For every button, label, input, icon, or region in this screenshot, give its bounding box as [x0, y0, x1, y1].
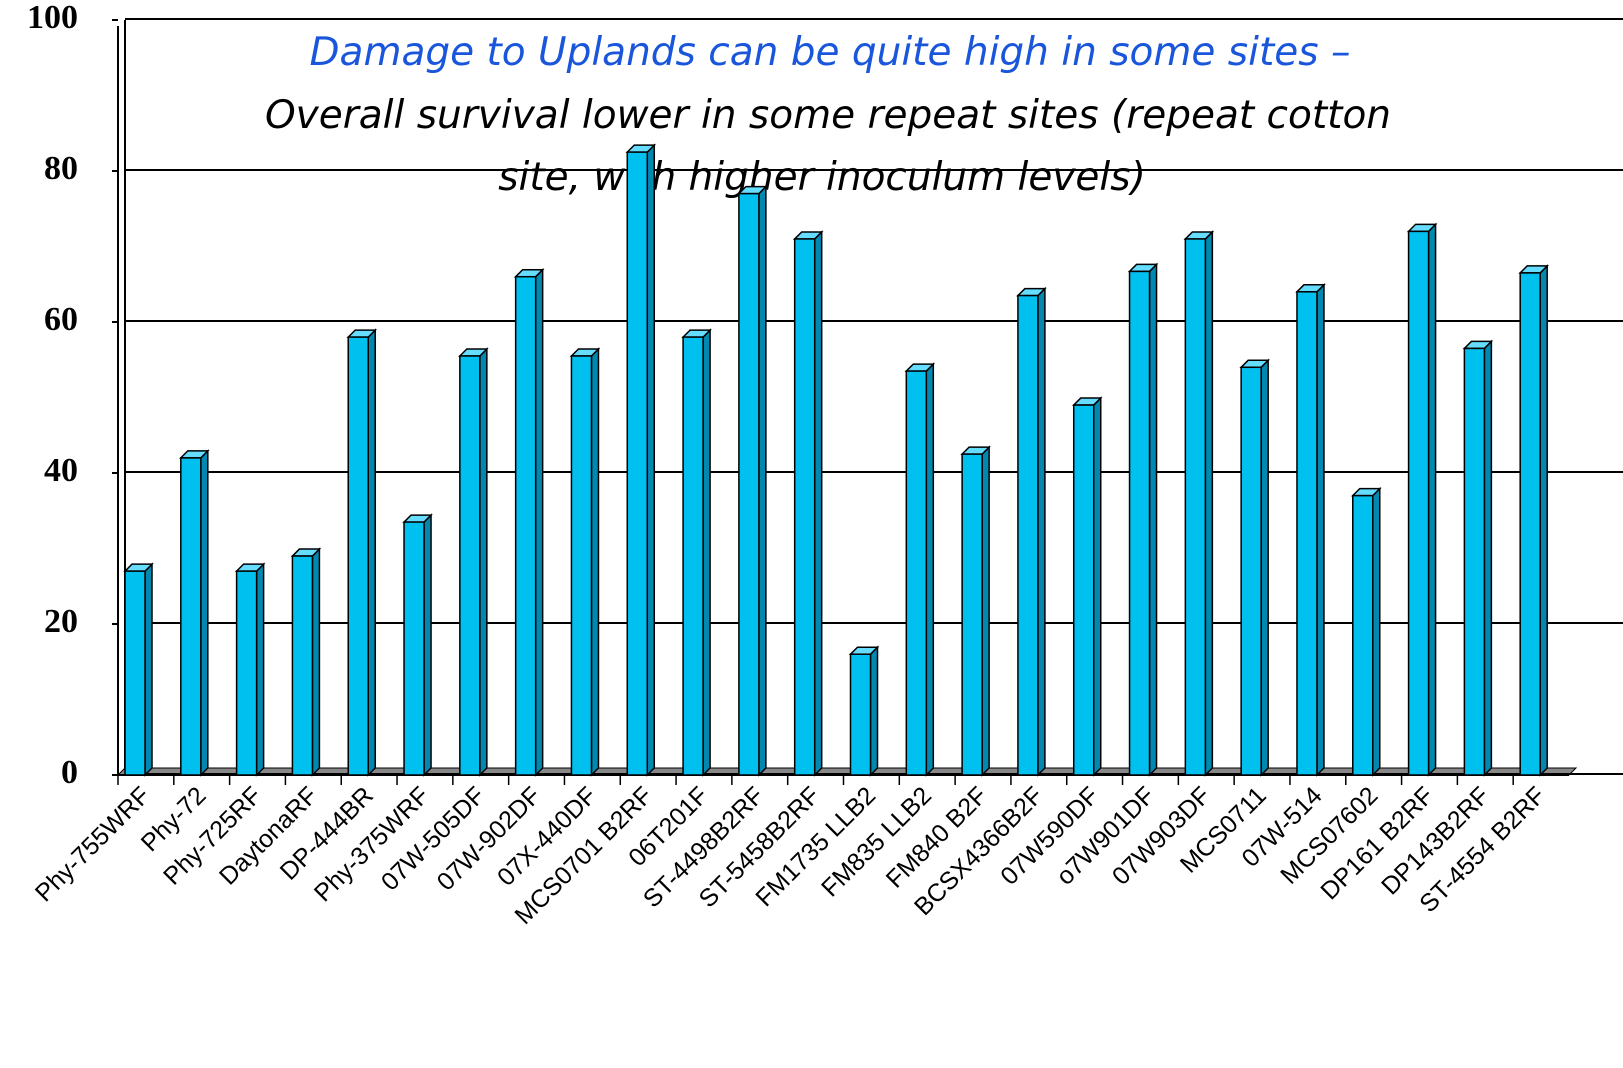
bar-side — [1539, 264, 1548, 777]
bar-side — [869, 645, 879, 777]
bar — [849, 653, 872, 776]
bar — [1240, 366, 1262, 776]
bar-side — [1427, 222, 1437, 777]
bar-side — [590, 347, 600, 777]
bar — [1463, 347, 1486, 776]
bar — [514, 275, 537, 776]
bar-side — [1372, 486, 1381, 777]
bar — [1128, 270, 1151, 776]
y-tick-label: 80 — [44, 150, 78, 187]
bar-side — [1260, 358, 1269, 777]
bar-side — [423, 513, 432, 777]
bar-side — [367, 328, 376, 777]
bar — [347, 336, 369, 776]
bar — [1296, 291, 1318, 776]
chart-subtitle: site, with higher inoculum levels) — [498, 155, 1146, 200]
bar-side — [981, 445, 990, 777]
bar — [1184, 238, 1207, 776]
y-tick-label: 60 — [44, 301, 78, 338]
bar — [1519, 272, 1541, 776]
y-tick-label: 0 — [61, 754, 78, 791]
bar-side — [1316, 282, 1325, 777]
bar — [682, 336, 704, 776]
bar — [180, 457, 202, 776]
y-tick-label: 20 — [44, 603, 78, 640]
bar — [403, 521, 425, 776]
chart-title: Damage to Uplands can be quite high in s… — [310, 30, 1351, 75]
bar-side — [1092, 396, 1102, 777]
bar-side — [758, 184, 767, 777]
bar — [124, 570, 146, 776]
y-tick-label: 40 — [44, 452, 78, 489]
bar-side — [311, 547, 321, 777]
bar — [738, 192, 760, 776]
bar — [905, 370, 928, 776]
bar — [1352, 494, 1374, 776]
bar — [961, 453, 983, 776]
bar-side — [534, 267, 544, 777]
bar — [235, 570, 258, 776]
bar — [626, 151, 649, 776]
bar-side — [813, 230, 823, 777]
bar-side — [925, 362, 935, 777]
bar-side — [1148, 262, 1158, 777]
bar-side — [479, 347, 488, 777]
bar — [459, 355, 481, 776]
bar-side — [1204, 230, 1214, 777]
chart-subtitle: Overall survival lower in some repeat si… — [265, 93, 1391, 138]
bar — [1072, 404, 1095, 776]
bar-side — [255, 562, 265, 777]
x-tick-label: Phy-755WRF — [30, 781, 156, 907]
bar-side — [1483, 339, 1493, 777]
bar-side — [646, 143, 656, 777]
bar-side — [1037, 286, 1046, 777]
bar-side — [144, 562, 153, 777]
bar-side — [702, 328, 711, 777]
bar — [1017, 294, 1039, 776]
bar — [570, 355, 593, 776]
bar — [1407, 230, 1430, 776]
bar — [291, 555, 314, 776]
bar-side — [200, 449, 209, 777]
bar — [793, 238, 816, 776]
y-tick-label: 100 — [27, 0, 78, 36]
